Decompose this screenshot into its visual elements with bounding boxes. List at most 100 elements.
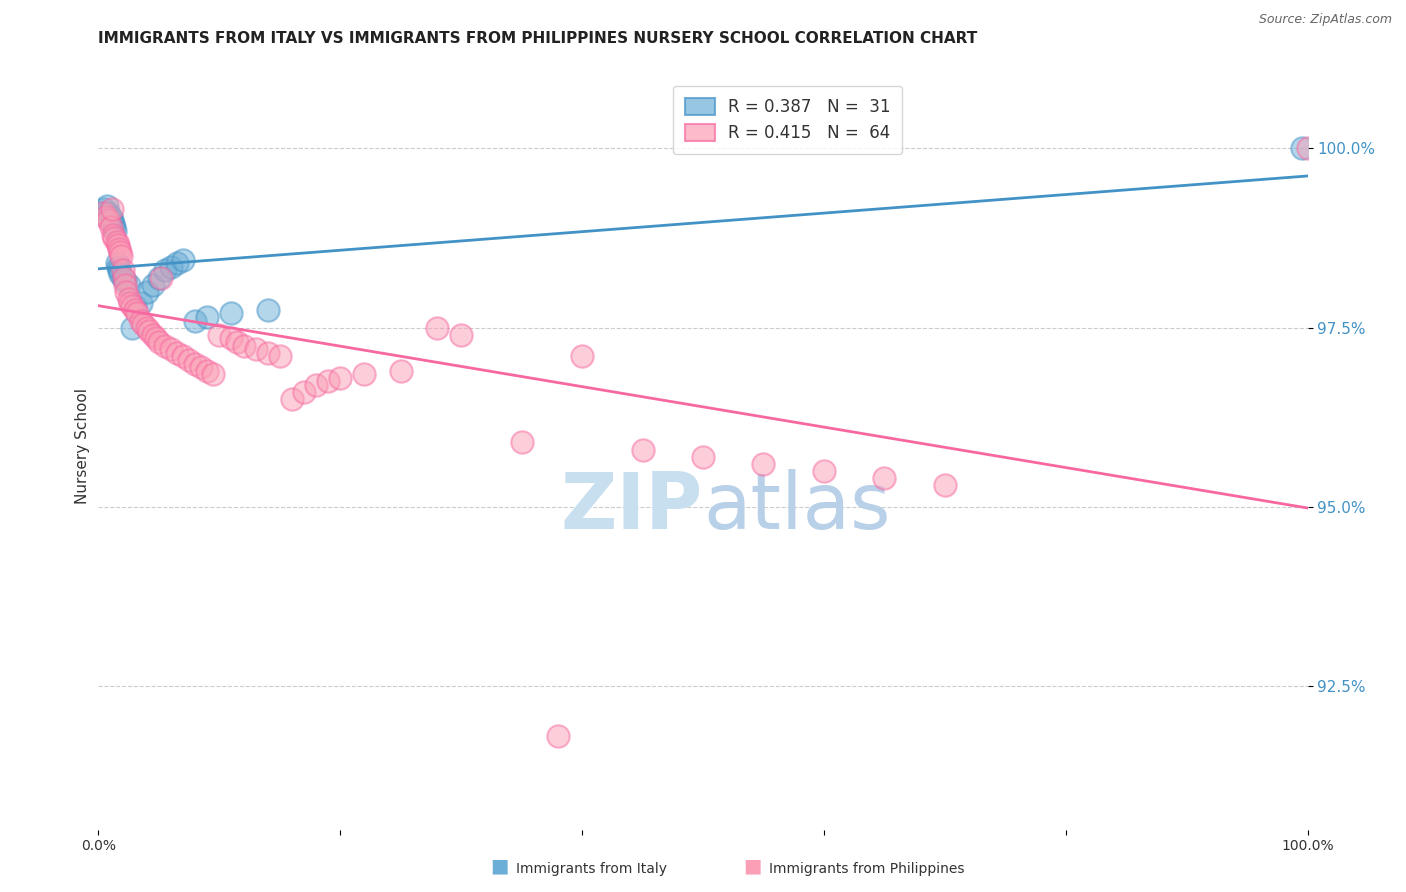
Point xyxy=(190,360,212,375)
Text: IMMIGRANTS FROM ITALY VS IMMIGRANTS FROM PHILIPPINES NURSERY SCHOOL CORRELATION : IMMIGRANTS FROM ITALY VS IMMIGRANTS FROM… xyxy=(98,31,977,46)
Point xyxy=(256,302,278,317)
Point xyxy=(108,245,131,260)
Point xyxy=(114,277,136,292)
Text: atlas: atlas xyxy=(703,469,890,545)
Point xyxy=(873,471,896,485)
Point xyxy=(184,357,207,371)
Point xyxy=(96,199,118,213)
Point xyxy=(148,270,170,285)
Point xyxy=(256,346,278,360)
Point xyxy=(101,217,124,231)
Point xyxy=(132,317,155,331)
Point xyxy=(97,206,120,220)
Point xyxy=(111,263,134,277)
Point xyxy=(108,267,131,281)
Point xyxy=(813,464,835,478)
Point xyxy=(571,350,593,364)
Point xyxy=(150,270,173,285)
Point xyxy=(135,320,157,334)
Point xyxy=(1291,141,1313,155)
Text: ZIP: ZIP xyxy=(561,469,703,545)
Point xyxy=(138,324,160,338)
Point xyxy=(127,306,149,320)
Point xyxy=(107,238,129,252)
Point xyxy=(389,364,412,378)
Point xyxy=(118,277,141,292)
Point xyxy=(426,320,449,334)
Point xyxy=(934,478,956,492)
Point xyxy=(108,263,131,277)
Point xyxy=(108,242,131,256)
Point xyxy=(135,285,157,299)
Point xyxy=(226,334,249,349)
Point xyxy=(142,277,165,292)
Point xyxy=(245,342,267,356)
Text: Source: ZipAtlas.com: Source: ZipAtlas.com xyxy=(1258,13,1392,27)
Point xyxy=(121,320,143,334)
Point xyxy=(103,220,125,235)
Point xyxy=(166,256,188,270)
Point xyxy=(93,202,115,217)
Point xyxy=(450,327,472,342)
Point xyxy=(114,274,136,288)
Point xyxy=(112,270,135,285)
Point xyxy=(631,442,654,457)
Point xyxy=(100,220,122,235)
Point xyxy=(124,299,146,313)
Point xyxy=(160,260,183,274)
Point xyxy=(153,263,176,277)
Point xyxy=(100,213,122,227)
Point xyxy=(91,206,114,220)
Point xyxy=(752,457,775,471)
Point xyxy=(172,252,194,267)
Point xyxy=(305,378,328,392)
Point xyxy=(97,213,120,227)
Point xyxy=(105,235,128,249)
Point xyxy=(142,327,165,342)
Point xyxy=(100,202,122,217)
Point xyxy=(292,385,315,400)
Point xyxy=(195,364,218,378)
Point xyxy=(208,327,231,342)
Point xyxy=(129,313,152,327)
Point xyxy=(353,368,375,382)
Point xyxy=(329,371,352,385)
Point xyxy=(118,292,141,306)
Y-axis label: Nursery School: Nursery School xyxy=(75,388,90,504)
Point xyxy=(202,368,225,382)
Point xyxy=(121,299,143,313)
Point xyxy=(94,210,117,224)
Point xyxy=(184,313,207,327)
Point xyxy=(316,375,339,389)
Point xyxy=(221,331,243,345)
Point xyxy=(232,338,254,352)
Point xyxy=(1296,141,1319,155)
Point xyxy=(547,730,569,744)
Point xyxy=(148,334,170,349)
Point xyxy=(153,338,176,352)
Point xyxy=(107,260,129,274)
Point xyxy=(145,331,167,345)
Point xyxy=(100,210,122,224)
Text: Immigrants from Italy: Immigrants from Italy xyxy=(516,862,666,876)
Point xyxy=(510,435,533,450)
Point xyxy=(105,256,128,270)
Point xyxy=(166,346,188,360)
Point xyxy=(692,450,714,464)
Text: ■: ■ xyxy=(742,857,762,876)
Point xyxy=(281,392,304,407)
Point xyxy=(172,350,194,364)
Point xyxy=(115,285,138,299)
Point xyxy=(269,350,291,364)
Point xyxy=(91,206,114,220)
Point xyxy=(195,310,218,324)
Point xyxy=(179,353,201,368)
Legend: R = 0.387   N =  31, R = 0.415   N =  64: R = 0.387 N = 31, R = 0.415 N = 64 xyxy=(673,87,903,154)
Point xyxy=(124,302,146,317)
Point xyxy=(110,249,132,263)
Point xyxy=(101,227,124,242)
Point xyxy=(221,306,243,320)
Point xyxy=(103,231,125,245)
Text: ■: ■ xyxy=(489,857,509,876)
Point xyxy=(160,342,183,356)
